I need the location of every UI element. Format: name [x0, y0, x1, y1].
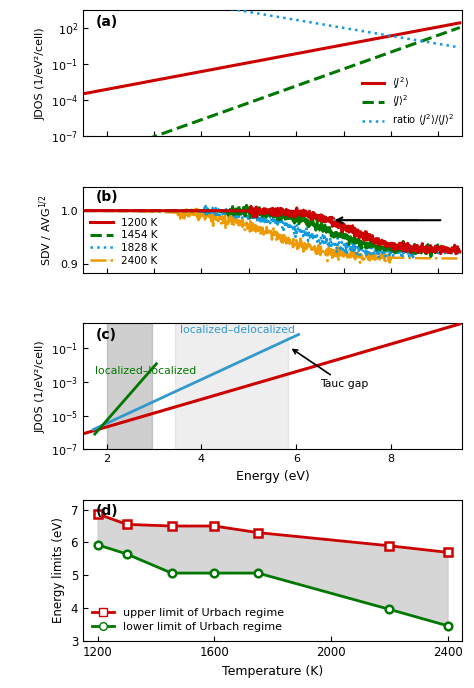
Y-axis label: JDOS (1/eV²/cell): JDOS (1/eV²/cell): [35, 27, 45, 120]
X-axis label: Temperature (K): Temperature (K): [222, 665, 323, 678]
Legend: 1200 K, 1454 K, 1828 K, 2400 K: 1200 K, 1454 K, 1828 K, 2400 K: [88, 216, 160, 268]
Text: (b): (b): [96, 190, 119, 204]
Bar: [107, 323, 152, 449]
Legend: $\langle J^2\rangle$, $\langle J\rangle^2$, ratio $\langle J^2\rangle$/$\langle : $\langle J^2\rangle$, $\langle J\rangle^…: [359, 72, 457, 131]
Y-axis label: Energy limits (eV): Energy limits (eV): [52, 517, 65, 623]
X-axis label: Energy (eV): Energy (eV): [236, 470, 310, 483]
Text: localized–delocalized: localized–delocalized: [180, 325, 295, 335]
Text: (d): (d): [96, 504, 119, 518]
Bar: [175, 323, 288, 449]
Text: (a): (a): [96, 15, 118, 30]
Text: Tauc gap: Tauc gap: [293, 350, 368, 389]
Legend: upper limit of Urbach regime, lower limit of Urbach regime: upper limit of Urbach regime, lower limi…: [89, 605, 287, 636]
Text: localized–localized: localized–localized: [95, 366, 196, 376]
Text: (c): (c): [96, 328, 117, 343]
Y-axis label: SDV / AVG$^{1/2}$: SDV / AVG$^{1/2}$: [37, 194, 55, 266]
Y-axis label: JDOS (1/eV²/cell): JDOS (1/eV²/cell): [36, 340, 46, 433]
